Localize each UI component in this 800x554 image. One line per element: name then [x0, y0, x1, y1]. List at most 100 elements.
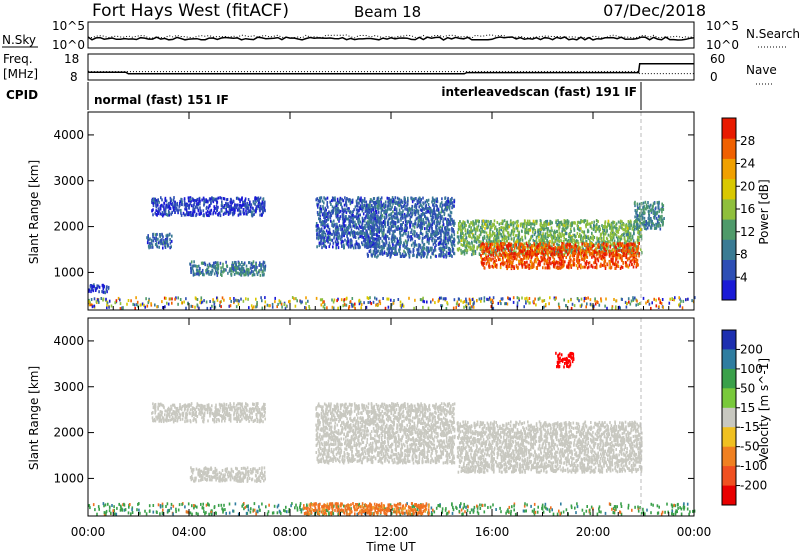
echo-cell [617, 235, 620, 239]
echo-cell [434, 241, 437, 244]
echo-cell [422, 299, 424, 303]
echo-cell [576, 232, 579, 235]
echo-cell [439, 246, 442, 250]
echo-cell [400, 240, 402, 244]
echo-cell [455, 306, 457, 310]
echo-cell [220, 300, 222, 304]
echo-cell [486, 226, 488, 230]
echo-cell [523, 242, 525, 246]
echo-cell [524, 249, 527, 253]
echo-cell [359, 235, 361, 239]
echo-cell [332, 209, 334, 213]
echo-cell [98, 290, 100, 294]
echo-cell [361, 209, 364, 213]
echo-cell [629, 227, 631, 230]
echo-cell [474, 252, 477, 255]
echo-cell [624, 300, 627, 304]
echo-cell [318, 230, 321, 234]
echo-cell [337, 306, 339, 310]
echo-cell [492, 230, 494, 234]
echo-cell [223, 268, 226, 272]
echo-cell [361, 222, 364, 226]
echo-cell [256, 303, 258, 307]
echo-cell [322, 205, 324, 209]
echo-cell [504, 302, 506, 306]
echo-cell [476, 228, 479, 232]
echo-cell [601, 245, 604, 249]
echo-cell [471, 253, 473, 257]
echo-cell [145, 297, 147, 301]
echo-cell [489, 228, 492, 232]
echo-cell [220, 196, 223, 200]
echo-cell [357, 245, 359, 249]
echo-cell [608, 240, 610, 244]
echo-cell [453, 237, 455, 241]
echo-cell [414, 221, 417, 225]
echo-cell [359, 207, 361, 211]
echo-cell [507, 297, 510, 301]
echo-cell [144, 305, 146, 309]
echo-cell [480, 226, 482, 229]
echo-cell [606, 246, 608, 250]
echo-cell [152, 204, 155, 208]
echo-cell [465, 246, 468, 250]
echo-cell [424, 235, 426, 239]
echo-cell [284, 306, 287, 310]
echo-cell [338, 208, 340, 212]
echo-cell [327, 212, 329, 215]
echo-cell [374, 241, 377, 245]
freq-tick-low: 8 [70, 70, 78, 84]
echo-cell [463, 243, 465, 247]
echo-cell [423, 246, 426, 250]
echo-cell [341, 233, 343, 237]
echo-cell [355, 231, 358, 235]
echo-cell [355, 215, 358, 219]
echo-cell [321, 298, 324, 302]
echo-cell [390, 298, 392, 302]
echo-cell [334, 240, 337, 244]
echo-cell [295, 297, 297, 301]
echo-cell [251, 306, 254, 310]
echo-cell [229, 297, 231, 300]
echo-cell [371, 232, 373, 235]
echo-cell [541, 238, 544, 242]
echo-cell [576, 240, 579, 244]
echo-cell [642, 296, 645, 300]
echo-cell [256, 197, 258, 201]
echo-cell [208, 211, 211, 215]
echo-cell [369, 232, 371, 236]
echo-cell [434, 245, 436, 249]
echo-cell [364, 206, 367, 210]
echo-cell [338, 224, 341, 228]
echo-cell [614, 232, 616, 236]
echo-cell [162, 213, 165, 217]
echo-cell [407, 199, 409, 203]
echo-cell [256, 204, 258, 208]
echo-cell [389, 246, 392, 250]
echo-cell [624, 224, 627, 228]
echo-cell [369, 198, 372, 202]
echo-cell [372, 252, 375, 256]
echo-cell [203, 198, 205, 202]
echo-cell [538, 233, 540, 237]
echo-cell [444, 242, 447, 246]
echo-cell [362, 212, 365, 216]
echo-cell [193, 210, 196, 214]
echo-cell [260, 267, 262, 271]
echo-cell [452, 228, 455, 232]
echo-cell [103, 284, 105, 288]
echo-cell [90, 298, 93, 301]
echo-cell [392, 301, 395, 305]
echo-cell [438, 242, 440, 246]
echo-cell [408, 253, 411, 257]
echo-cell [249, 205, 252, 209]
cpid-segment-1-label: normal (fast) 151 IF [94, 93, 229, 107]
echo-cell [637, 302, 639, 306]
echo-cell [427, 210, 429, 213]
echo-cell [264, 296, 266, 300]
echo-cell [445, 206, 447, 209]
echo-cell [534, 297, 536, 301]
echo-cell [392, 220, 395, 224]
echo-cell [316, 233, 318, 237]
echo-cell [365, 221, 368, 225]
